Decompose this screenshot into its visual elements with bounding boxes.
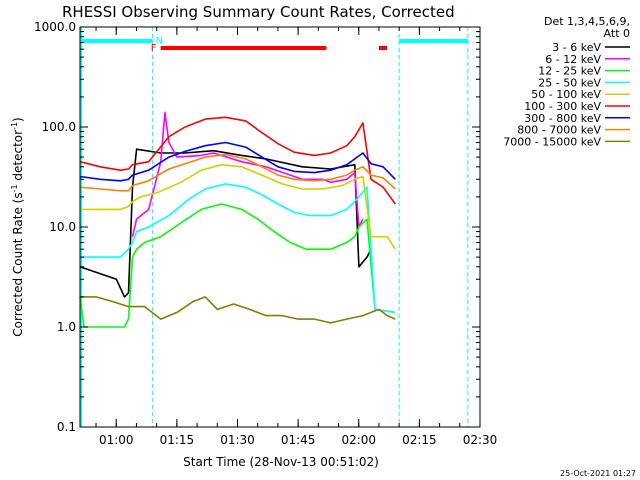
y-tick-label: 1000.0 bbox=[34, 20, 76, 34]
series-line-25-50-kev bbox=[80, 183, 396, 314]
legend-label-3-6-kev: 3 - 6 keV bbox=[552, 41, 601, 54]
legend-header-line-2: Att 0 bbox=[604, 27, 630, 40]
y-tick-label: 0.1 bbox=[57, 420, 76, 434]
series-line-6-12-kev bbox=[131, 111, 364, 237]
series-line-50-100-kev bbox=[80, 163, 396, 250]
legend-label-50-100-kev: 50 - 100 keV bbox=[531, 88, 601, 101]
night-flag-label: N bbox=[156, 36, 163, 47]
x-tick-label: 01:30 bbox=[220, 433, 255, 447]
legend-label-800-7000-kev: 800 - 7000 keV bbox=[517, 124, 601, 137]
series-line-300-800-kev bbox=[79, 141, 396, 182]
x-axis-label: Start Time (28-Nov-13 00:51:02) bbox=[183, 455, 379, 469]
flare-flag-label: F bbox=[151, 43, 157, 54]
legend-label-7000-15000-kev: 7000 - 15000 keV bbox=[503, 135, 601, 148]
chart-title: RHESSI Observing Summary Count Rates, Co… bbox=[62, 3, 455, 21]
status-flags: FN bbox=[80, 36, 468, 54]
legend-label-6-12-kev: 6 - 12 keV bbox=[545, 53, 601, 66]
legend-label-100-300-kev: 100 - 300 keV bbox=[524, 100, 601, 113]
series-layer bbox=[79, 111, 396, 328]
x-tick-label: 01:45 bbox=[281, 433, 316, 447]
y-tick-label: 1.0 bbox=[57, 320, 76, 334]
x-tick-label: 02:00 bbox=[341, 433, 376, 447]
series-line-800-7000-kev bbox=[79, 153, 396, 192]
x-tick-label: 01:00 bbox=[99, 433, 134, 447]
y-axis: 0.1 1.0 10.0 100.0 1000.0 bbox=[34, 20, 480, 434]
legend-label-25-50-kev: 25 - 50 keV bbox=[538, 76, 601, 89]
x-axis: 01:00 01:15 01:30 01:45 02:00 02:15 02:30 bbox=[95, 27, 498, 447]
x-tick-label: 02:15 bbox=[402, 433, 437, 447]
x-tick-label: 02:30 bbox=[463, 433, 498, 447]
y-tick-label: 10.0 bbox=[49, 220, 76, 234]
y-tick-label: 100.0 bbox=[42, 120, 76, 134]
legend-label-12-25-kev: 12 - 25 keV bbox=[538, 65, 601, 78]
render-timestamp: 25-Oct-2021 01:27 bbox=[560, 469, 636, 478]
series-line-100-300-kev bbox=[79, 116, 396, 205]
series-line-12-25-kev bbox=[79, 203, 396, 328]
legend-header-line-1: Det 1,3,4,5,6,9, bbox=[544, 15, 630, 28]
series-line-7000-15000-kev bbox=[80, 296, 396, 324]
y-axis-label: Corrected Count Rate (s-1 detector-1) bbox=[10, 117, 25, 336]
legend-label-300-800-kev: 300 - 800 keV bbox=[524, 112, 601, 125]
x-tick-label: 01:15 bbox=[160, 433, 195, 447]
